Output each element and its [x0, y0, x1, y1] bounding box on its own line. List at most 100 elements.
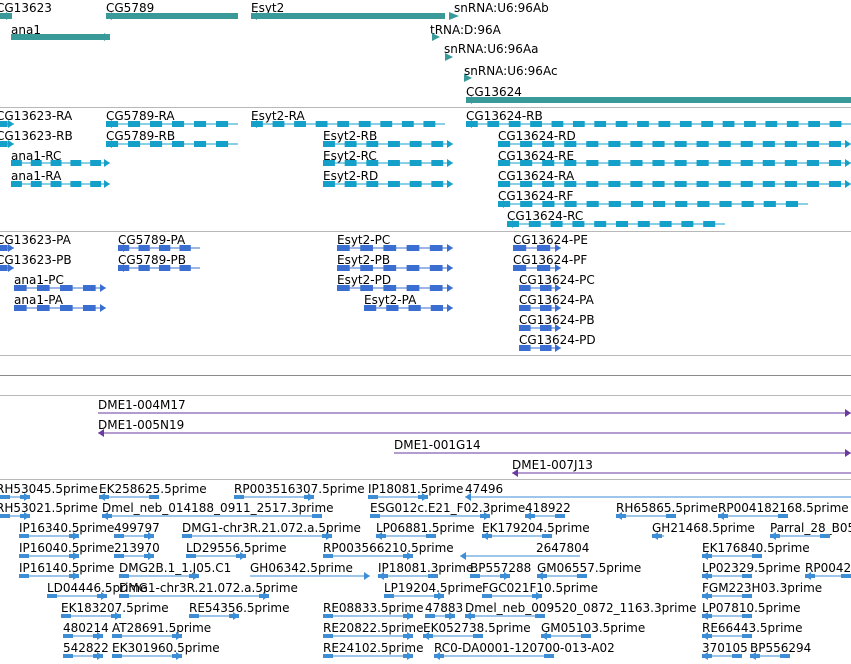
feature-label[interactable]: Parral_28_B05: [770, 521, 851, 535]
feature-label[interactable]: CG13624-PE: [513, 233, 588, 247]
feature-glyph[interactable]: [507, 220, 725, 228]
feature-glyph[interactable]: [99, 493, 159, 501]
feature-label[interactable]: CG13623: [0, 1, 52, 15]
feature-glyph[interactable]: [118, 244, 200, 252]
feature-glyph[interactable]: [512, 469, 851, 477]
feature-glyph[interactable]: [119, 592, 269, 600]
feature-glyph[interactable]: [0, 12, 12, 20]
feature-label[interactable]: IP16340.5prime: [19, 521, 115, 535]
feature-label[interactable]: CG5789-PB: [118, 253, 187, 267]
feature-label[interactable]: RH53021.5prime: [0, 501, 98, 515]
feature-label[interactable]: DMG1-chr3R.21.072.a.5prime: [119, 581, 298, 595]
feature-label[interactable]: EK176840.5prime: [702, 541, 810, 555]
feature-label[interactable]: FGC021F10.5prime: [482, 581, 599, 595]
feature-label[interactable]: tRNA:D:96A: [430, 23, 501, 37]
feature-glyph[interactable]: [19, 572, 79, 580]
feature-glyph[interactable]: [251, 120, 445, 128]
feature-glyph[interactable]: [189, 612, 239, 620]
feature-label[interactable]: IP18081.5prime: [368, 482, 464, 496]
feature-glyph[interactable]: [182, 532, 332, 540]
feature-label[interactable]: DME1-001G14: [394, 438, 481, 452]
feature-label[interactable]: GM05103.5prime: [541, 621, 646, 635]
feature-label[interactable]: CG13624-PB: [519, 313, 595, 327]
feature-label[interactable]: CG13624-RD: [498, 129, 576, 143]
feature-glyph[interactable]: [513, 244, 561, 252]
feature-glyph[interactable]: [702, 612, 752, 620]
feature-label[interactable]: FGM223H03.3prime: [702, 581, 823, 595]
feature-glyph[interactable]: [465, 493, 851, 501]
feature-label[interactable]: Esyt2-PA: [364, 293, 417, 307]
feature-label[interactable]: GM06557.5prime: [537, 561, 642, 575]
feature-label[interactable]: DMG2B.1_1.J05.C1: [119, 561, 232, 575]
feature-glyph[interactable]: [449, 12, 459, 20]
feature-label[interactable]: LP06881.5prime: [376, 521, 475, 535]
feature-glyph[interactable]: [384, 592, 444, 600]
feature-glyph[interactable]: [47, 592, 107, 600]
feature-glyph[interactable]: [61, 612, 121, 620]
feature-glyph[interactable]: [118, 264, 200, 272]
feature-glyph[interactable]: [498, 140, 851, 148]
feature-glyph[interactable]: [368, 493, 428, 501]
feature-glyph[interactable]: [323, 140, 453, 148]
feature-glyph[interactable]: [702, 572, 752, 580]
feature-glyph[interactable]: [702, 552, 762, 560]
feature-label[interactable]: LP07810.5prime: [702, 601, 801, 615]
feature-glyph[interactable]: [11, 33, 110, 41]
feature-label[interactable]: AT28691.5prime: [112, 621, 212, 635]
feature-glyph[interactable]: [11, 159, 110, 167]
feature-label[interactable]: RE20822.5prime: [323, 621, 424, 635]
feature-label[interactable]: RE66443.5prime: [702, 621, 803, 635]
feature-label[interactable]: RH65865.5prime: [616, 501, 718, 515]
feature-label[interactable]: ana1: [11, 23, 41, 37]
feature-label[interactable]: RE08833.5prime: [323, 601, 424, 615]
feature-glyph[interactable]: [337, 264, 453, 272]
feature-label[interactable]: LP02329.5prime: [702, 561, 801, 575]
feature-label[interactable]: CG13624-RE: [498, 149, 575, 163]
feature-glyph[interactable]: [770, 532, 830, 540]
feature-glyph[interactable]: [519, 304, 561, 312]
feature-glyph[interactable]: [337, 284, 453, 292]
feature-glyph[interactable]: [14, 284, 106, 292]
feature-label[interactable]: CG5789-RB: [106, 129, 176, 143]
feature-label[interactable]: RE54356.5prime: [189, 601, 290, 615]
feature-glyph[interactable]: [364, 304, 453, 312]
feature-glyph[interactable]: [102, 512, 322, 520]
feature-label[interactable]: 2647804: [536, 541, 590, 555]
feature-label[interactable]: LP19204.5prime: [384, 581, 483, 595]
feature-label[interactable]: IP16140.5prime: [19, 561, 115, 575]
feature-glyph[interactable]: [702, 592, 752, 600]
feature-glyph[interactable]: [0, 512, 30, 520]
feature-glyph[interactable]: [0, 140, 14, 148]
feature-glyph[interactable]: [11, 180, 110, 188]
feature-label[interactable]: Dmel_neb_014188_0911_2517.3prime: [102, 501, 334, 515]
feature-label[interactable]: RP003516307.5prime: [234, 482, 365, 496]
feature-label[interactable]: CG5789-PA: [118, 233, 186, 247]
feature-label[interactable]: Esyt2-PC: [337, 233, 391, 247]
feature-glyph[interactable]: [482, 592, 542, 600]
feature-label[interactable]: ESG012c.E21_F02.3prime: [370, 501, 526, 515]
feature-glyph[interactable]: [323, 180, 453, 188]
feature-glyph[interactable]: [0, 244, 14, 252]
feature-label[interactable]: EK301960.5prime: [112, 641, 220, 655]
feature-glyph[interactable]: [470, 572, 510, 580]
feature-glyph[interactable]: [465, 612, 545, 620]
feature-label[interactable]: CG13623-RB: [0, 129, 73, 143]
feature-label[interactable]: CG5789-RA: [106, 109, 175, 123]
feature-glyph[interactable]: [460, 552, 580, 560]
feature-label[interactable]: IP16040.5prime: [19, 541, 115, 555]
feature-label[interactable]: RP0042: [805, 561, 851, 575]
feature-glyph[interactable]: [702, 652, 742, 660]
feature-glyph[interactable]: [445, 53, 453, 61]
feature-glyph[interactable]: [464, 74, 472, 82]
feature-glyph[interactable]: [519, 284, 561, 292]
feature-label[interactable]: RC0-DA0001-120700-013-A02: [434, 641, 615, 655]
feature-glyph[interactable]: [376, 532, 436, 540]
feature-glyph[interactable]: [337, 244, 453, 252]
feature-glyph[interactable]: [323, 612, 413, 620]
feature-glyph[interactable]: [323, 552, 413, 560]
feature-label[interactable]: 370105: [702, 641, 748, 655]
feature-glyph[interactable]: [0, 264, 14, 272]
feature-glyph[interactable]: [112, 632, 182, 640]
feature-glyph[interactable]: [63, 652, 103, 660]
feature-glyph[interactable]: [394, 449, 851, 457]
